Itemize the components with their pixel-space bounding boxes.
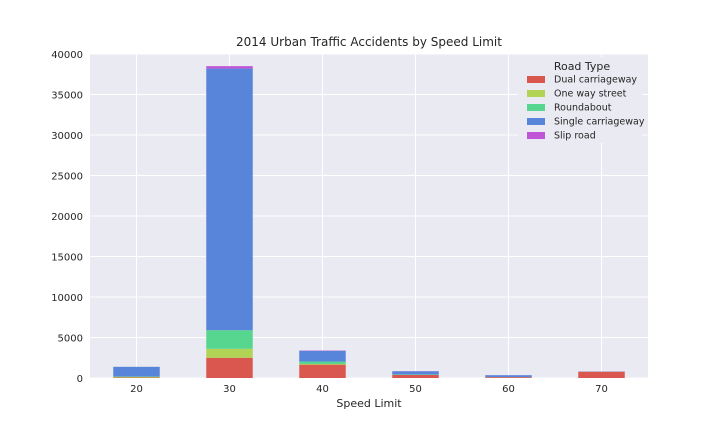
bar-roundabout-40: [299, 362, 346, 364]
y-tick-label: 20000: [51, 212, 83, 223]
legend: Road Type Dual carriageway One way street…: [518, 57, 645, 143]
legend-swatch: [527, 118, 545, 125]
y-tick-label: 40000: [51, 50, 83, 61]
legend-swatch: [527, 76, 545, 83]
bar-one-way-street-20: [113, 377, 160, 378]
chart-title: 2014 Urban Traffic Accidents by Speed Li…: [236, 35, 502, 49]
legend-swatch: [527, 104, 545, 111]
bar-dual-carriageway-50: [392, 375, 439, 378]
x-tick-label: 40: [316, 384, 329, 395]
bar-dual-carriageway-60: [485, 377, 532, 378]
y-tick-label: 25000: [51, 172, 83, 183]
legend-label: One way street: [554, 89, 627, 100]
bar-single-carriageway-20: [113, 367, 160, 377]
y-tick-labels: 0 5000 10000 15000 20000 25000 30000 35000 40000: [51, 50, 83, 385]
y-tick-label: 30000: [51, 131, 83, 142]
legend-label: Roundabout: [554, 103, 612, 114]
x-tick-labels: 20 30 40 50 60 70: [130, 384, 608, 395]
x-tick-label: 70: [595, 384, 608, 395]
bar-one-way-street-40: [299, 364, 346, 365]
legend-swatch: [527, 90, 545, 97]
y-tick-label: 5000: [58, 334, 83, 345]
legend-label: Single carriageway: [554, 117, 645, 128]
legend-label: Slip road: [554, 131, 596, 142]
bar-single-carriageway-40: [299, 351, 346, 362]
y-tick-label: 15000: [51, 253, 83, 264]
bar-dual-carriageway-70: [578, 372, 625, 378]
bar-dual-carriageway-30: [206, 358, 253, 378]
bar-roundabout-30: [206, 330, 253, 349]
x-tick-label: 60: [502, 384, 515, 395]
legend-swatch: [527, 132, 545, 139]
x-axis-label: Speed Limit: [336, 397, 402, 410]
legend-title: Road Type: [554, 60, 611, 73]
bar-one-way-street-30: [206, 349, 253, 358]
y-tick-label: 35000: [51, 91, 83, 102]
legend-label: Dual carriageway: [554, 75, 637, 86]
bar-single-carriageway-60: [485, 375, 532, 377]
bar-single-carriageway-30: [206, 69, 253, 331]
bar-dual-carriageway-40: [299, 365, 346, 378]
y-tick-label: 0: [77, 374, 83, 385]
bar-slip-road-30: [206, 66, 253, 68]
bar-single-carriageway-50: [392, 371, 439, 374]
x-tick-label: 20: [130, 384, 143, 395]
x-tick-label: 30: [223, 384, 236, 395]
x-tick-label: 50: [409, 384, 422, 395]
y-tick-label: 10000: [51, 293, 83, 304]
